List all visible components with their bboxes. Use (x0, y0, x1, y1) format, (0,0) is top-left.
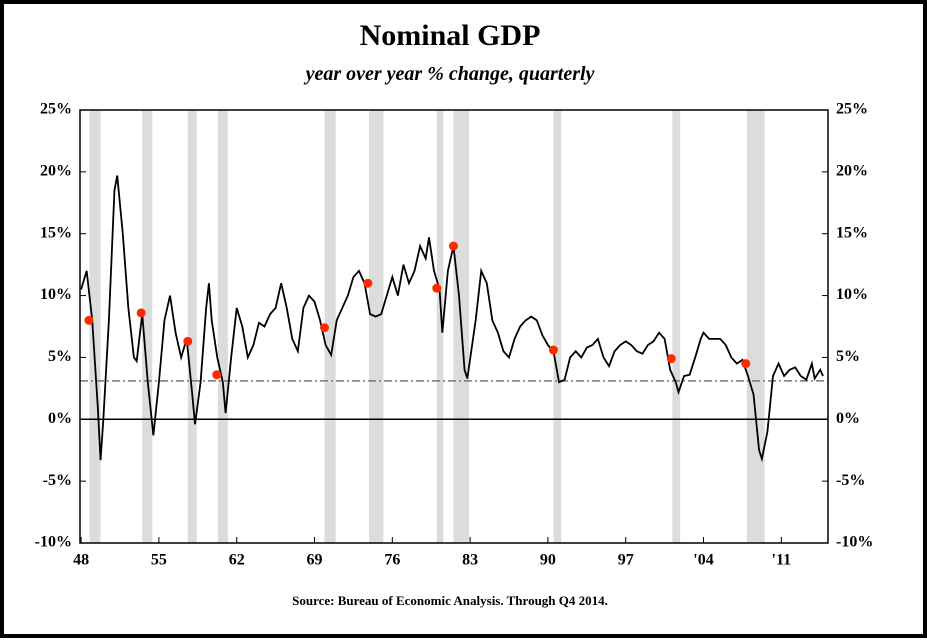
x-tick-label: 48 (73, 552, 89, 569)
chart-subtitle: year over year % change, quarterly (304, 63, 595, 85)
recession-start-dot (212, 370, 222, 380)
y-tick-label: -10% (35, 534, 72, 551)
recession-band (89, 110, 101, 543)
recession-band (324, 110, 336, 543)
x-tick-label: 62 (229, 552, 245, 569)
recession-band (553, 110, 562, 543)
plot-frame (79, 109, 829, 544)
recession-start-dot (432, 283, 442, 293)
x-tick-label: 83 (462, 552, 478, 569)
y2-tick-label: 0% (836, 410, 860, 427)
x-tick-label: '04 (693, 552, 713, 569)
recession-start-dot (666, 354, 676, 364)
y2-tick-label: 10% (836, 286, 868, 303)
recession-start-dot (320, 323, 330, 333)
x-tick-label: 55 (151, 552, 167, 569)
recession-start-dot (448, 241, 458, 251)
y2-tick-label: -10% (836, 534, 873, 551)
x-tick-label: 90 (540, 552, 556, 569)
recession-band (187, 110, 197, 543)
chart-title: Nominal GDP (360, 19, 541, 52)
y2-tick-label: 5% (836, 348, 860, 365)
recession-start-dot (183, 336, 193, 346)
x-tick-label: '11 (772, 552, 792, 569)
y-tick-label: 5% (48, 348, 72, 365)
gdp-line (80, 175, 824, 463)
recession-start-dot (136, 308, 146, 318)
y2-tick-label: -5% (836, 472, 865, 489)
y-tick-label: 0% (48, 410, 72, 427)
recession-band (217, 110, 228, 543)
recession-start-dot (84, 315, 94, 325)
y2-tick-label: 20% (836, 163, 868, 180)
recession-band (746, 110, 765, 543)
y2-tick-label: 25% (836, 101, 868, 118)
y2-tick-label: 15% (836, 224, 868, 241)
y-tick-label: 10% (40, 286, 72, 303)
y-tick-label: 15% (40, 224, 72, 241)
source-note: Source: Bureau of Economic Analysis. Thr… (292, 593, 608, 608)
recession-band (368, 110, 384, 543)
x-tick-label: 76 (384, 552, 400, 569)
x-tick-label: 97 (618, 552, 634, 569)
recession-start-dot (363, 278, 373, 288)
recession-band (142, 110, 153, 543)
y-tick-label: 20% (40, 163, 72, 180)
recession-band (436, 110, 444, 543)
recession-start-dot (741, 359, 751, 369)
recession-band (672, 110, 681, 543)
y-tick-label: 25% (40, 101, 72, 118)
recession-start-dot (548, 345, 558, 355)
y-tick-label: -5% (43, 472, 72, 489)
x-tick-label: 69 (307, 552, 323, 569)
